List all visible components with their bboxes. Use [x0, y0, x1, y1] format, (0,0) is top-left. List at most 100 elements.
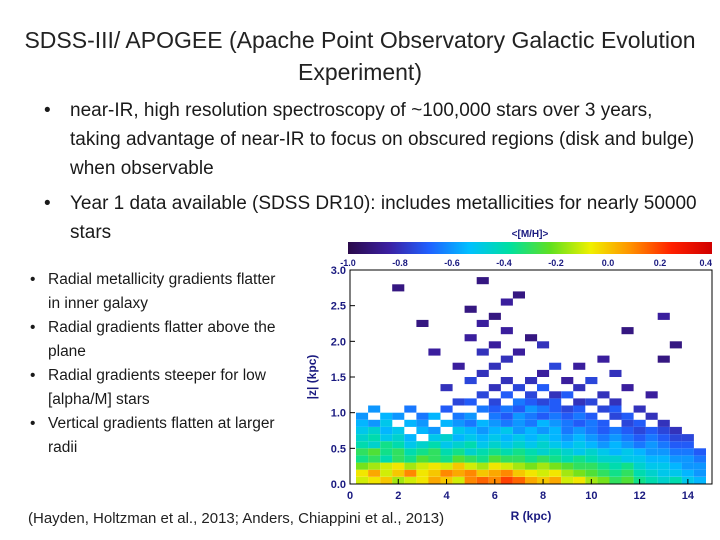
- x-axis-label: R (kpc): [511, 509, 552, 523]
- heatmap-cell: [512, 441, 525, 449]
- heatmap-cell: [585, 419, 598, 427]
- heatmap-cell: [549, 398, 562, 406]
- heatmap-cell: [476, 448, 489, 456]
- heatmap-cell: [561, 476, 574, 484]
- heatmap-cell: [537, 405, 550, 413]
- heatmap-cell: [464, 305, 477, 313]
- heatmap-cell: [512, 348, 525, 356]
- heatmap-cell: [621, 426, 634, 434]
- heatmap-cell: [500, 462, 513, 470]
- heatmap-cell: [356, 455, 369, 463]
- heatmap-cell: [585, 462, 598, 470]
- heatmap-cell: [500, 327, 513, 335]
- heatmap-cell: [416, 448, 429, 456]
- heatmap-cell: [669, 441, 682, 449]
- heatmap-cell: [573, 419, 586, 427]
- heatmap-cell: [669, 434, 682, 442]
- heatmap-cell: [392, 469, 405, 477]
- heatmap-cell: [669, 462, 682, 470]
- heatmap-cell: [416, 441, 429, 449]
- heatmap-cell: [549, 441, 562, 449]
- heatmap-cell: [452, 362, 465, 370]
- heatmap-cell: [525, 398, 538, 406]
- heatmap-cell: [380, 476, 393, 484]
- heatmap-cell: [500, 469, 513, 477]
- heatmap-cell: [573, 405, 586, 413]
- heatmap-cell: [476, 455, 489, 463]
- heatmap-cell: [633, 426, 646, 434]
- heatmap-cell: [597, 426, 610, 434]
- heatmap-cell: [416, 412, 429, 420]
- heatmap-cell: [512, 434, 525, 442]
- heatmap-cell: [585, 426, 598, 434]
- colorbar-tick-label: -0.4: [496, 258, 512, 268]
- colorbar-tick-label: 0.0: [602, 258, 615, 268]
- heatmap-cell: [464, 412, 477, 420]
- colorbar-tick-label: -1.0: [340, 258, 356, 268]
- heatmap-cell: [657, 455, 670, 463]
- heatmap-cell: [525, 419, 538, 427]
- heatmap-cell: [573, 441, 586, 449]
- heatmap-cell: [464, 448, 477, 456]
- colorbar-tick-label: 0.4: [699, 258, 712, 268]
- heatmap-cell: [549, 476, 562, 484]
- heatmap-cell: [537, 441, 550, 449]
- heatmap-cell: [452, 441, 465, 449]
- heatmap-cell: [500, 355, 513, 363]
- heatmap-cell: [404, 448, 417, 456]
- heatmap-cell: [609, 455, 622, 463]
- heatmap-cell: [368, 426, 381, 434]
- heatmap-cell: [356, 476, 369, 484]
- heatmap-cell: [404, 441, 417, 449]
- slide-title: SDSS-III/ APOGEE (Apache Point Observato…: [24, 27, 696, 85]
- heatmap-cell: [681, 455, 694, 463]
- heatmap-cell: [356, 469, 369, 477]
- y-tick-label: 1.5: [331, 372, 346, 384]
- heatmap-cell: [621, 476, 634, 484]
- heatmap-cell: [609, 469, 622, 477]
- heatmap-cell: [633, 469, 646, 477]
- main-bullet: Year 1 data available (SDSS DR10): inclu…: [40, 189, 705, 247]
- heatmap-cell: [512, 405, 525, 413]
- heatmap-cell: [380, 412, 393, 420]
- colorbar-tick-label: -0.2: [548, 258, 564, 268]
- heatmap-cell: [512, 448, 525, 456]
- heatmap-cell: [645, 469, 658, 477]
- heatmap-cell: [585, 412, 598, 420]
- heatmap-cell: [573, 398, 586, 406]
- heatmap-cell: [488, 398, 501, 406]
- heatmap-cell: [573, 455, 586, 463]
- heatmap-cell: [525, 434, 538, 442]
- heatmap-cell: [525, 476, 538, 484]
- heatmap-cell: [645, 441, 658, 449]
- heatmap-cell: [633, 441, 646, 449]
- heatmap-cell: [573, 476, 586, 484]
- y-axis-label: |z| (kpc): [305, 355, 319, 400]
- heatmap-cell: [428, 348, 441, 356]
- heatmap-cell: [488, 469, 501, 477]
- colorbar: [348, 242, 712, 254]
- heatmap-cell: [537, 341, 550, 349]
- heatmap-cell: [476, 405, 489, 413]
- heatmap-cell: [404, 455, 417, 463]
- heatmap-cell: [392, 448, 405, 456]
- heatmap-cell: [549, 434, 562, 442]
- heatmap-cell: [537, 469, 550, 477]
- heatmap-cell: [440, 384, 453, 392]
- heatmap-cell: [561, 462, 574, 470]
- y-tick-label: 1.0: [331, 408, 346, 420]
- heatmap-cell: [621, 327, 634, 335]
- heatmap-cell: [440, 462, 453, 470]
- heatmap-cell: [416, 419, 429, 427]
- heatmap-cell: [573, 426, 586, 434]
- heatmap-cell: [573, 462, 586, 470]
- heatmap-cell: [380, 434, 393, 442]
- heatmap-cell: [488, 412, 501, 420]
- heatmap-cell: [609, 398, 622, 406]
- heatmap-cell: [633, 462, 646, 470]
- heatmap-cell: [537, 384, 550, 392]
- heatmap-cell: [452, 434, 465, 442]
- heatmap-cell: [452, 419, 465, 427]
- heatmap-cell: [500, 441, 513, 449]
- heatmap-cell: [609, 405, 622, 413]
